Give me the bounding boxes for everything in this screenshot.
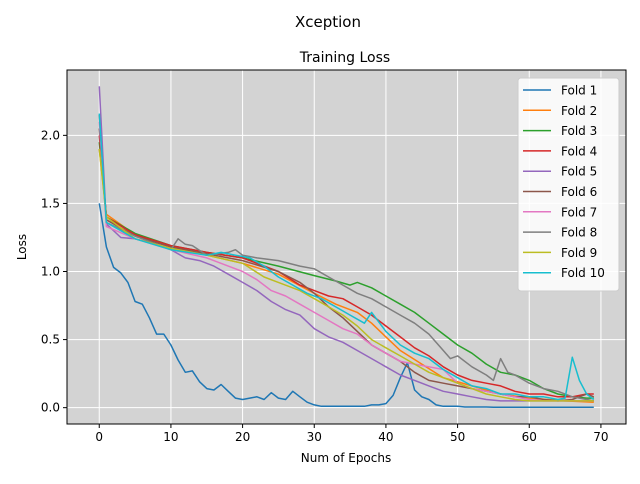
legend-label: Fold 6 bbox=[561, 185, 597, 199]
x-tick-label: 0 bbox=[95, 430, 103, 444]
series-line-fold-4 bbox=[98, 135, 594, 398]
legend-label: Fold 2 bbox=[561, 104, 597, 118]
series-line-fold-10 bbox=[98, 113, 595, 401]
series-lines bbox=[98, 86, 595, 409]
legend-label: Fold 4 bbox=[561, 144, 597, 158]
series-line-fold-7 bbox=[98, 121, 594, 402]
legend-label: Fold 8 bbox=[561, 226, 597, 240]
legend-label: Fold 7 bbox=[561, 205, 597, 219]
chart-suptitle: Xception bbox=[295, 13, 361, 31]
y-tick-label: 0.5 bbox=[41, 333, 60, 347]
x-tick-label: 40 bbox=[378, 430, 393, 444]
series-line-fold-8 bbox=[98, 114, 594, 402]
legend-label: Fold 10 bbox=[561, 266, 605, 280]
legend: Fold 1 Fold 2 Fold 3 Fold 4 Fold 5 Fold 6 Fold… bbox=[517, 77, 620, 292]
series-line-fold-1 bbox=[98, 203, 594, 409]
y-tick-label: 1.0 bbox=[41, 265, 60, 279]
legend-label: Fold 1 bbox=[561, 84, 597, 98]
x-tick-label: 60 bbox=[522, 430, 537, 444]
legend-label: Fold 9 bbox=[561, 246, 597, 260]
y-tick-label: 1.5 bbox=[41, 196, 60, 210]
series-line-fold-5 bbox=[98, 86, 594, 402]
legend-label: Fold 3 bbox=[561, 124, 597, 138]
series-line-fold-9 bbox=[98, 148, 594, 402]
x-axis-ticks: 0 10 20 30 40 50 60 70 bbox=[95, 424, 609, 444]
x-tick-label: 10 bbox=[163, 430, 178, 444]
x-tick-label: 20 bbox=[235, 430, 250, 444]
x-tick-label: 70 bbox=[593, 430, 608, 444]
x-axis-label: Num of Epochs bbox=[301, 451, 391, 465]
y-tick-label: 2.0 bbox=[41, 128, 60, 142]
chart-title: Training Loss bbox=[299, 50, 390, 66]
y-axis-label: Loss bbox=[15, 234, 29, 260]
plot-frame bbox=[66, 69, 627, 425]
x-tick-label: 30 bbox=[307, 430, 322, 444]
x-tick-label: 50 bbox=[450, 430, 465, 444]
legend-label: Fold 5 bbox=[561, 165, 597, 179]
y-axis-ticks: 0.0 0.5 1.0 1.5 2.0 bbox=[41, 128, 67, 415]
y-tick-label: 0.0 bbox=[41, 401, 60, 415]
